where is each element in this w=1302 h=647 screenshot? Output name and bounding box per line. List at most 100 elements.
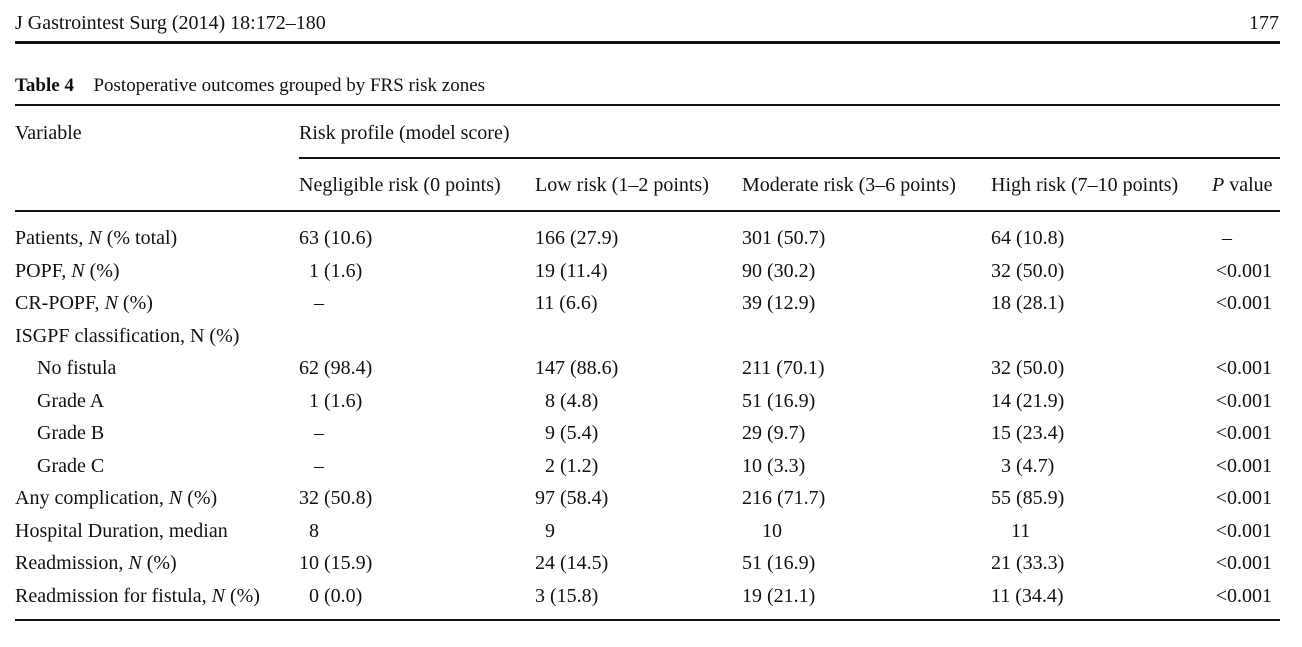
row-label-suffix: (% total) [101, 227, 178, 249]
table-cell-high: 14 (21.9) [991, 390, 1065, 412]
table-cell-p-value: – [1222, 227, 1232, 249]
table-cell-moderate: 10 [762, 520, 782, 542]
row-label-n: N [168, 487, 183, 509]
table-cell-moderate: 10 (3.3) [742, 455, 806, 477]
group-header-rule [299, 157, 1280, 159]
table-cell-negligible: 63 (10.6) [299, 227, 373, 249]
table-cell-negligible: 8 [309, 520, 319, 542]
table-cell-p-value: <0.001 [1215, 585, 1272, 607]
table-cell-moderate: 216 (71.7) [742, 487, 826, 509]
table-cell-moderate: 19 (21.1) [742, 585, 816, 607]
table-cell-low: 19 (11.4) [535, 260, 608, 282]
column-header-variable: Variable [15, 122, 82, 144]
table-cell-low: 9 [545, 520, 555, 542]
table-cell-p-value: <0.001 [1215, 520, 1272, 542]
table-cell-high: 15 (23.4) [991, 422, 1065, 444]
row-label-n: N [128, 552, 142, 574]
row-label-n: N [71, 260, 85, 282]
table-cell-high: 55 (85.9) [991, 487, 1065, 509]
column-header-negligible: Negligible risk (0 points) [299, 174, 501, 196]
table-cell-moderate: 29 (9.7) [742, 422, 806, 444]
table-cell-low: 3 (15.8) [535, 585, 599, 607]
table-cell-p-value: <0.001 [1215, 292, 1272, 314]
header-bottom-rule [15, 210, 1280, 212]
row-label-suffix: (%) [84, 260, 120, 282]
row-label-text: No fistula [37, 357, 117, 379]
table-cell-negligible: 1 (1.6) [309, 260, 363, 282]
table-cell-low: 97 (58.4) [535, 487, 609, 509]
table-cell-high: 11 [1011, 520, 1031, 542]
header-rule [15, 41, 1280, 44]
table-cell-negligible: – [314, 292, 324, 314]
row-label-text: Readmission for fistula, [15, 585, 212, 607]
table-cell-p-value: <0.001 [1215, 487, 1272, 509]
table-cell-high: 32 (50.0) [991, 260, 1065, 282]
column-header-high: High risk (7–10 points) [991, 174, 1179, 196]
table-cell-moderate: 51 (16.9) [742, 552, 816, 574]
table-cell-high: 3 (4.7) [1001, 455, 1055, 477]
table-cell-moderate: 90 (30.2) [742, 260, 816, 282]
table-label: Table 4 [15, 75, 74, 96]
table-cell-negligible: 62 (98.4) [299, 357, 373, 379]
table-cell-low: 147 (88.6) [535, 357, 619, 379]
table-title: Postoperative outcomes grouped by FRS ri… [93, 75, 486, 96]
table-cell-p-value: <0.001 [1215, 552, 1272, 574]
row-label-text: ISGPF classification, N (%) [15, 325, 240, 347]
table-cell-low: 9 (5.4) [545, 422, 599, 444]
table-cell-moderate: 301 (50.7) [742, 227, 826, 249]
row-label: CR-POPF, N (%) [15, 291, 153, 315]
column-group-header: Risk profile (model score) [299, 122, 510, 144]
table-cell-p-value: <0.001 [1215, 357, 1272, 379]
journal-citation: J Gastrointest Surg (2014) 18:172–180 [15, 12, 326, 34]
row-label: Hospital Duration, median [15, 519, 228, 543]
row-label-suffix: (%) [182, 487, 218, 509]
table-bottom-rule [15, 619, 1280, 621]
table-cell-low: 8 (4.8) [545, 390, 599, 412]
row-label: Any complication, N (%) [15, 486, 217, 510]
table-cell-p-value: <0.001 [1215, 422, 1272, 444]
row-label: Readmission for fistula, N (%) [15, 584, 260, 608]
table-cell-p-value: <0.001 [1215, 390, 1272, 412]
row-label: Grade C [37, 454, 104, 478]
row-label-text: CR-POPF, [15, 292, 105, 314]
row-label-text: Grade C [37, 455, 105, 477]
column-header-low: Low risk (1–2 points) [535, 174, 709, 196]
table-top-rule [15, 104, 1280, 106]
row-label-text: Readmission, [15, 552, 129, 574]
table-cell-p-value: <0.001 [1215, 455, 1272, 477]
row-label-suffix: (%) [117, 292, 153, 314]
table-cell-negligible: 0 (0.0) [309, 585, 363, 607]
table-cell-high: 64 (10.8) [991, 227, 1065, 249]
row-label: Readmission, N (%) [15, 551, 177, 575]
table-cell-moderate: 211 (70.1) [742, 357, 825, 379]
table-caption: Table 4 Postoperative outcomes grouped b… [15, 74, 485, 98]
row-label-text: Patients, [15, 227, 89, 249]
column-header-moderate: Moderate risk (3–6 points) [742, 174, 956, 196]
row-label: No fistula [37, 356, 116, 380]
table-cell-negligible: 10 (15.9) [299, 552, 373, 574]
row-label: Grade B [37, 421, 104, 445]
row-label-text: Hospital Duration, median [15, 520, 228, 542]
table-cell-high: 11 (34.4) [991, 585, 1064, 607]
row-label: Patients, N (% total) [15, 226, 177, 250]
p-value-label: value [1224, 174, 1273, 196]
table-cell-negligible: 32 (50.8) [299, 487, 373, 509]
row-label-n: N [88, 227, 102, 249]
p-symbol: P [1212, 174, 1225, 196]
table-cell-low: 24 (14.5) [535, 552, 609, 574]
table-cell-low: 2 (1.2) [545, 455, 599, 477]
table-cell-high: 32 (50.0) [991, 357, 1065, 379]
table-cell-negligible: – [314, 455, 324, 477]
table-cell-p-value: <0.001 [1215, 260, 1272, 282]
table-cell-negligible: – [314, 422, 324, 444]
row-label-suffix: (%) [224, 585, 260, 607]
page-number: 177 [1249, 12, 1279, 34]
table-cell-moderate: 51 (16.9) [742, 390, 816, 412]
table-cell-low: 166 (27.9) [535, 227, 619, 249]
table-cell-high: 21 (33.3) [991, 552, 1065, 574]
row-label: POPF, N (%) [15, 259, 120, 283]
row-label-suffix: (%) [141, 552, 177, 574]
row-label-n: N [104, 292, 118, 314]
table-cell-high: 18 (28.1) [991, 292, 1065, 314]
row-label-text: Grade B [37, 422, 105, 444]
